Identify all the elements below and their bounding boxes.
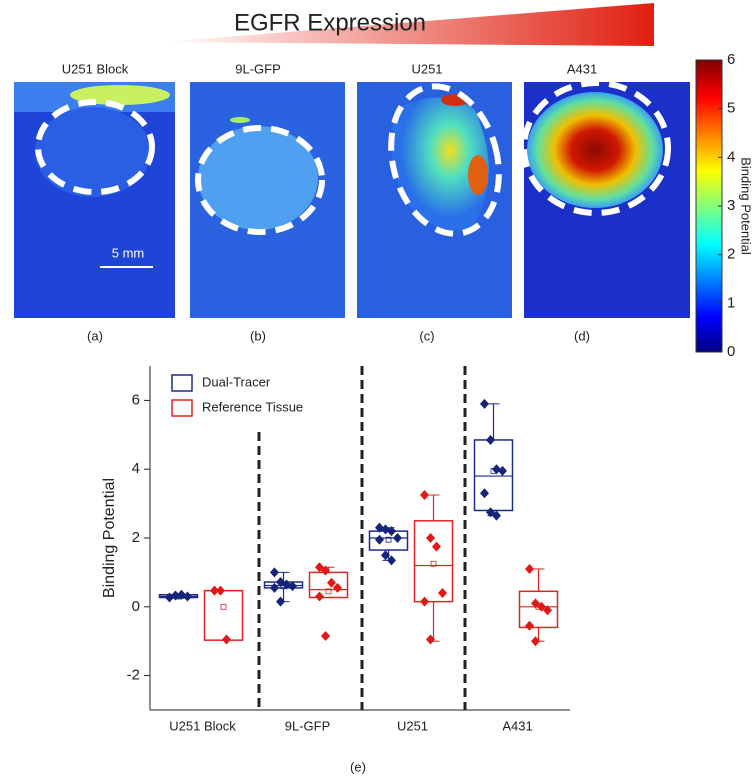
legend-swatch	[171, 399, 193, 417]
data-point	[315, 562, 324, 573]
data-point	[420, 596, 429, 607]
colorbar-tick-label: 6	[727, 51, 735, 68]
data-point	[531, 598, 540, 609]
panel-title: U251	[411, 61, 442, 76]
heatmap-c	[357, 82, 512, 318]
y-tick-label: 0	[132, 598, 140, 615]
heatmap-b	[190, 82, 345, 318]
data-point	[426, 533, 435, 543]
mean	[220, 603, 227, 610]
data-point	[525, 563, 534, 574]
data-point	[270, 567, 279, 578]
x-tick-label: A431	[502, 718, 532, 733]
colorbar-tick-label: 1	[727, 294, 735, 311]
data-point	[183, 591, 192, 602]
legend-swatch	[171, 374, 193, 392]
box	[368, 530, 409, 551]
data-point	[222, 634, 231, 645]
data-point	[486, 434, 495, 445]
data-point	[543, 605, 552, 616]
banner-wedge	[162, 3, 654, 46]
y-tick-label: -2	[127, 667, 140, 684]
data-point	[426, 634, 435, 645]
panel-title: U251 Block	[62, 61, 129, 76]
mean	[385, 536, 392, 543]
legend-label: Dual-Tracer	[202, 374, 271, 389]
data-point	[387, 555, 396, 566]
mean	[325, 588, 332, 595]
scale-bar-label: 5 mm	[112, 245, 145, 260]
colorbar-tick-label: 0	[727, 343, 735, 360]
panel-label: (e)	[350, 759, 366, 774]
data-point	[270, 582, 279, 593]
data-point	[288, 581, 297, 592]
colorbar-tick-label: 3	[727, 197, 735, 214]
data-point	[393, 533, 402, 543]
panel-label: (b)	[250, 328, 266, 343]
colorbar-tick-label: 4	[727, 148, 735, 165]
data-point	[333, 582, 342, 593]
data-point	[486, 507, 495, 518]
box	[413, 520, 454, 603]
data-point	[171, 590, 180, 601]
panel-label: (c)	[419, 328, 434, 343]
data-point	[498, 465, 507, 476]
data-point	[531, 636, 540, 647]
data-point	[438, 588, 447, 599]
data-point	[387, 526, 396, 537]
data-point	[216, 585, 225, 596]
panel-title: A431	[567, 61, 597, 76]
box	[473, 439, 514, 512]
y-axis-label: Binding Potential	[101, 478, 118, 598]
x-tick-label: U251	[397, 718, 428, 733]
x-tick-label: U251 Block	[169, 718, 236, 733]
data-point	[375, 534, 384, 545]
data-point	[525, 620, 534, 631]
data-point	[432, 541, 441, 552]
data-point	[480, 398, 489, 409]
y-tick-label: 4	[132, 460, 140, 477]
data-point	[492, 510, 501, 521]
heatmap-a	[14, 82, 175, 318]
box	[308, 571, 349, 599]
data-point	[321, 565, 330, 576]
legend-label: Reference Tissue	[202, 399, 303, 414]
heatmap-d	[521, 80, 690, 318]
x-tick-label: 9L-GFP	[285, 718, 331, 733]
colorbar-label: Binding Potential	[739, 157, 754, 255]
panel-label: (d)	[574, 328, 590, 343]
y-tick-label: 2	[132, 529, 140, 546]
colorbar-tick-label: 2	[727, 246, 735, 263]
banner-title: EGFR Expression	[234, 9, 426, 36]
data-point	[276, 596, 285, 607]
panel-label: (a)	[87, 328, 103, 343]
mean	[430, 560, 437, 567]
data-point	[537, 601, 546, 612]
data-point	[420, 490, 429, 500]
data-point	[210, 585, 219, 596]
data-point	[327, 577, 336, 588]
colorbar	[695, 59, 723, 353]
colorbar-tick-label: 5	[727, 100, 735, 117]
data-point	[381, 550, 390, 561]
y-tick-label: 6	[132, 391, 140, 408]
data-point	[480, 488, 489, 499]
panel-title: 9L-GFP	[235, 61, 281, 76]
box	[203, 589, 244, 641]
data-point	[315, 591, 324, 602]
data-point	[321, 631, 330, 642]
